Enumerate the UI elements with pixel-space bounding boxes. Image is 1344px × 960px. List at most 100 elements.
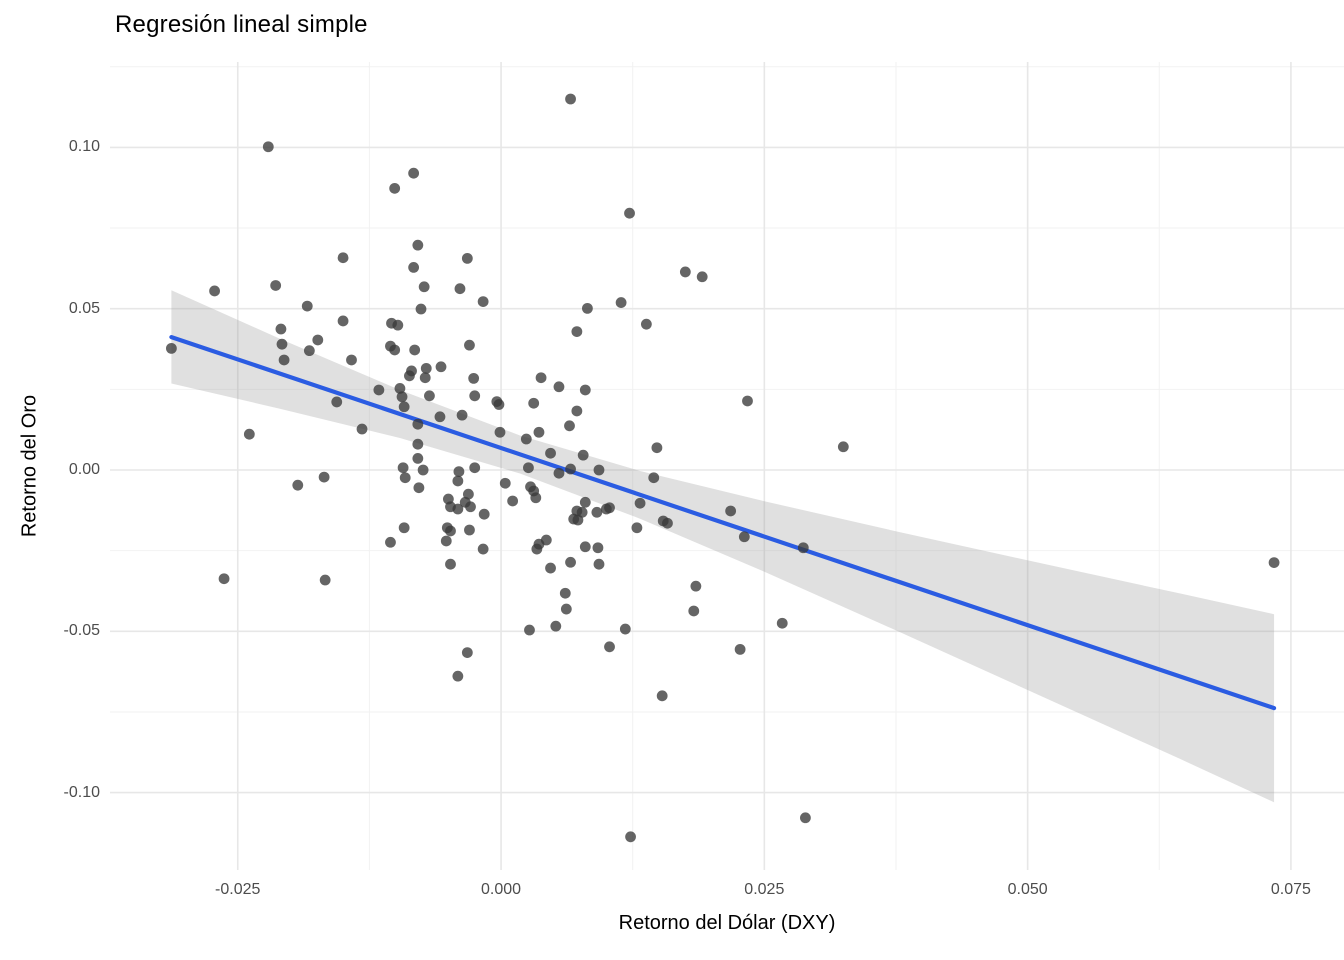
data-point xyxy=(275,323,287,335)
data-point xyxy=(507,495,519,507)
data-point xyxy=(1268,557,1280,568)
data-point xyxy=(461,252,473,264)
data-point xyxy=(533,426,545,438)
data-point xyxy=(456,409,468,421)
data-point xyxy=(800,812,811,824)
data-point xyxy=(624,207,635,219)
data-point xyxy=(559,587,571,599)
data-point xyxy=(469,462,481,474)
data-point xyxy=(435,361,447,373)
data-point xyxy=(262,141,274,153)
data-point xyxy=(419,372,431,384)
data-point xyxy=(478,508,490,520)
data-point xyxy=(837,441,849,453)
x-tick-label: 0.050 xyxy=(1007,881,1048,898)
data-point xyxy=(564,420,575,432)
data-point xyxy=(531,543,543,555)
data-point xyxy=(634,497,646,509)
x-axis-title: Retorno del Dólar (DXY) xyxy=(618,912,836,934)
chart-title: Regresión lineal simple xyxy=(115,11,368,38)
data-point xyxy=(688,605,700,617)
data-point xyxy=(593,464,605,476)
data-point xyxy=(452,475,464,487)
data-point xyxy=(468,372,480,384)
data-point xyxy=(625,831,636,843)
data-point xyxy=(465,501,476,513)
data-point xyxy=(572,514,584,526)
x-tick-label: 0.000 xyxy=(481,881,522,898)
data-point xyxy=(386,317,397,329)
data-point xyxy=(535,372,547,384)
data-point xyxy=(493,399,505,410)
data-point xyxy=(619,623,631,635)
data-point xyxy=(409,344,421,356)
data-point xyxy=(389,182,401,194)
data-point xyxy=(565,463,576,475)
data-point xyxy=(420,362,432,374)
data-point xyxy=(776,617,788,629)
data-point xyxy=(337,252,349,264)
data-point xyxy=(270,280,282,291)
data-point xyxy=(679,266,691,278)
data-point xyxy=(464,524,475,536)
data-point xyxy=(399,472,411,484)
data-point xyxy=(356,423,368,435)
data-point xyxy=(394,382,406,394)
data-point xyxy=(560,603,572,615)
data-point xyxy=(604,641,615,653)
data-point xyxy=(477,543,489,555)
data-point xyxy=(593,558,605,570)
y-tick-label: 0.10 xyxy=(68,138,100,156)
data-point xyxy=(417,464,429,476)
data-point xyxy=(651,442,663,454)
y-tick-label: 0.05 xyxy=(68,299,100,317)
data-point xyxy=(318,471,330,483)
y-axis-title: Retorno del Oro xyxy=(18,394,41,538)
data-point xyxy=(385,536,396,548)
data-point xyxy=(725,505,737,517)
data-point xyxy=(656,690,668,702)
data-point xyxy=(461,647,473,658)
data-point xyxy=(404,370,415,382)
data-point xyxy=(373,384,385,396)
y-tick-label: -0.10 xyxy=(63,783,100,801)
data-point xyxy=(434,411,446,423)
data-point xyxy=(331,396,343,408)
data-point xyxy=(209,285,220,297)
data-point xyxy=(797,542,809,554)
data-point xyxy=(579,496,591,508)
data-point xyxy=(464,339,475,351)
data-point xyxy=(696,271,708,283)
data-point xyxy=(520,433,532,445)
data-point xyxy=(734,643,746,655)
data-point xyxy=(398,401,410,413)
data-point xyxy=(615,297,627,308)
data-point xyxy=(413,482,425,494)
data-point xyxy=(412,452,424,464)
data-point xyxy=(579,541,591,553)
data-point xyxy=(477,296,489,307)
data-point xyxy=(640,318,652,330)
data-point xyxy=(445,558,456,570)
data-point xyxy=(553,467,565,479)
data-point xyxy=(418,281,430,293)
data-point xyxy=(469,390,481,402)
data-point xyxy=(540,534,552,546)
data-point xyxy=(591,506,603,518)
plot-panel xyxy=(110,62,1344,870)
data-point xyxy=(565,556,576,568)
data-point xyxy=(412,418,424,430)
data-point xyxy=(565,93,576,105)
data-point xyxy=(579,384,591,396)
data-point xyxy=(312,334,324,346)
data-point xyxy=(412,239,424,251)
data-point xyxy=(278,354,290,366)
data-point xyxy=(662,517,673,529)
data-point xyxy=(550,620,562,632)
data-point xyxy=(690,580,702,592)
data-point xyxy=(545,447,556,459)
data-point xyxy=(397,462,409,474)
data-point xyxy=(165,342,177,354)
data-point xyxy=(415,303,427,315)
